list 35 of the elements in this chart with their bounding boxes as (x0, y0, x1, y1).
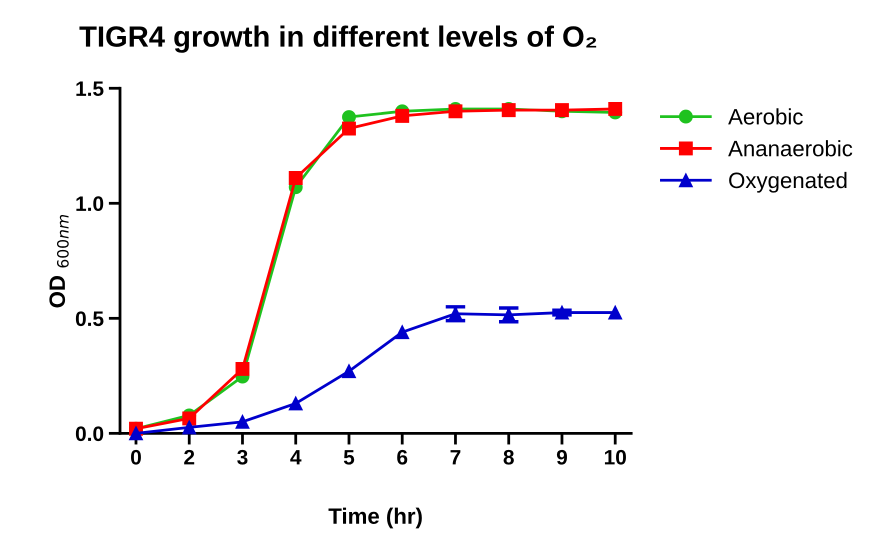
point (129, 426, 143, 440)
x-tick-label: 7 (450, 450, 460, 464)
point (608, 306, 622, 320)
x-tick-label: 3 (237, 450, 248, 465)
point (236, 414, 250, 429)
x-tick-label: 6 (397, 450, 408, 465)
x-tick-label: 8 (504, 450, 514, 465)
point (608, 102, 622, 116)
point (342, 364, 356, 378)
x-tick-label: 9 (556, 450, 567, 465)
y-axis-title: OD $_{600nm}$ (49, 215, 69, 308)
point (288, 396, 303, 410)
y-tick-label: 1.0 (76, 196, 104, 212)
x-axis-title: Time (hr) (328, 508, 422, 528)
x-tick-label: 4 (290, 450, 302, 464)
point (182, 420, 196, 434)
x-tick-label: 5 (344, 450, 354, 465)
y-tick-label: 1.5 (76, 81, 104, 96)
point (236, 362, 250, 376)
point (395, 108, 410, 123)
x-tick-label: 10 (604, 450, 626, 465)
x-tick-label: 2 (184, 450, 194, 464)
chart-title: TIGR4 growth in different levels of O₂ (79, 25, 596, 53)
point (342, 122, 356, 136)
point (288, 171, 303, 185)
y-tick-label: 0.5 (76, 311, 104, 326)
point (182, 411, 196, 426)
legend-label: Oxygenated (729, 172, 846, 193)
y-tick-label: 0.0 (76, 426, 104, 442)
point (555, 306, 569, 320)
point (395, 325, 410, 340)
legend-label: Ananaerobic (728, 140, 852, 156)
point (448, 104, 462, 118)
x-tick-label: 0 (131, 450, 141, 465)
legend-label: Aerobic (728, 108, 803, 125)
